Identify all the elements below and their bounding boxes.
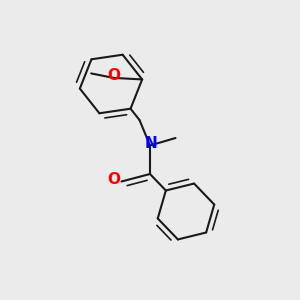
Text: O: O <box>107 68 120 83</box>
Text: O: O <box>107 172 121 188</box>
Text: N: N <box>145 136 158 152</box>
